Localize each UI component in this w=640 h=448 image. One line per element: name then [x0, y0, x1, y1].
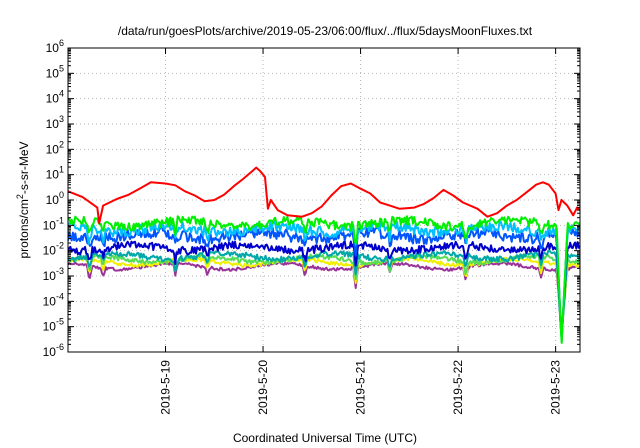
series-line-0: [68, 166, 580, 225]
series-line-4: [68, 240, 580, 339]
series-line-2: [68, 220, 580, 342]
y-tick-label: 101: [46, 165, 64, 182]
y-tick-label: 103: [46, 114, 64, 131]
y-axis-label-text: protons/cm2-s-sr-MeV: [15, 141, 31, 258]
y-tick-label: 105: [46, 63, 64, 80]
y-tick-label: 106: [46, 38, 64, 55]
x-tick-label: 2019-5-19: [159, 360, 173, 415]
data-series: [68, 166, 580, 344]
y-tick-label: 10-5: [43, 317, 64, 334]
grid: [68, 48, 580, 352]
y-axis-label: protons/cm2-s-sr-MeV: [15, 141, 31, 258]
series-line-8: [68, 261, 580, 333]
x-tick-label: 2019-5-20: [256, 360, 270, 415]
ticks: 10-6 10-5 10-4 10-3 10-2 10-1 100 101 102 103 104 1…: [43, 38, 580, 415]
chart-title: /data/run/goesPlots/archive/2019-05-23/0…: [118, 24, 533, 38]
x-tick-label: 2019-5-22: [451, 360, 465, 415]
y-tick-label: 102: [46, 139, 64, 156]
series-line-1: [68, 215, 580, 344]
y-tick-label: 104: [46, 89, 64, 106]
y-tick-label: 10-2: [43, 241, 64, 258]
x-tick-label: 2019-5-23: [549, 360, 563, 415]
x-tick-label: 2019-5-21: [354, 360, 368, 415]
y-tick-label: 10-4: [43, 291, 64, 308]
series-line-5: [68, 249, 580, 338]
y-tick-label: 100: [46, 190, 64, 207]
x-axis-label: Coordinated Universal Time (UTC): [233, 431, 417, 445]
y-tick-label: 10-3: [43, 266, 64, 283]
y-tick-label: 10-1: [43, 215, 64, 232]
y-tick-label: 10-6: [43, 342, 64, 359]
